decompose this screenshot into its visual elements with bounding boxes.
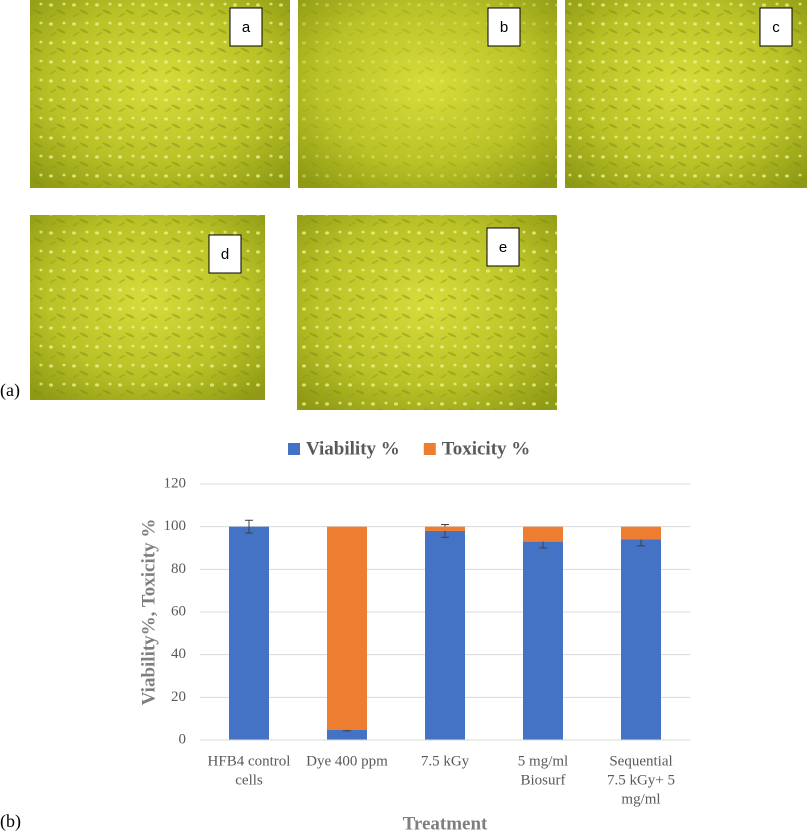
bar-segment <box>229 526 269 740</box>
bar-segment <box>621 539 661 740</box>
x-tick-label: Biosurf <box>521 772 566 788</box>
panel-label: b <box>500 19 508 36</box>
x-tick-label: Sequential <box>609 753 672 769</box>
panel-label: e <box>499 239 507 256</box>
legend-swatch <box>423 443 436 455</box>
y-tick-label: 120 <box>164 475 187 491</box>
x-tick-label: 7.5 kGy+ 5 <box>607 772 675 788</box>
y-axis-title: Viability%, Toxicity % <box>138 519 159 706</box>
x-tick-label: 5 mg/ml <box>518 753 568 769</box>
x-tick-label: cells <box>235 772 263 788</box>
x-tick-label: Dye 400 ppm <box>306 753 388 769</box>
panel-label-box <box>229 7 263 47</box>
panel-label-box <box>487 7 521 47</box>
x-tick-label: HFB4 control <box>208 753 291 769</box>
micrographs: a b c d e <box>30 0 807 410</box>
bar-segment <box>425 530 465 740</box>
bar-segment <box>327 526 367 730</box>
panel-label: a <box>242 19 251 36</box>
x-tick-label: mg/ml <box>621 791 660 807</box>
panel-label: c <box>772 19 780 36</box>
bar-segment <box>425 526 465 531</box>
legend-label: Viability % <box>306 438 400 459</box>
legend-label: Toxicity % <box>442 438 531 459</box>
bar-segment <box>327 729 367 740</box>
y-tick-label: 80 <box>171 561 186 577</box>
legend-swatch <box>288 443 300 455</box>
panel-label-box <box>759 7 793 47</box>
y-tick-label: 100 <box>164 518 187 534</box>
panel-label-box <box>208 234 242 274</box>
y-tick-label: 60 <box>171 603 186 619</box>
bar-segment <box>523 541 563 740</box>
part-label: (a) <box>0 380 20 401</box>
y-tick-label: 20 <box>171 689 186 705</box>
part-label: (b) <box>0 811 21 832</box>
y-tick-label: 0 <box>179 731 187 747</box>
panel-label: d <box>221 246 229 263</box>
bar-segment <box>523 526 563 542</box>
bar-segment <box>621 526 661 540</box>
x-tick-label: 7.5 kGy <box>421 753 470 769</box>
chart: 0 20 40 60 80 100 120 HFB4 control cells Dye 400 … <box>138 438 690 834</box>
x-axis-title: Treatment <box>403 813 488 834</box>
y-tick-label: 40 <box>171 646 186 662</box>
panel-label-box <box>486 227 520 267</box>
